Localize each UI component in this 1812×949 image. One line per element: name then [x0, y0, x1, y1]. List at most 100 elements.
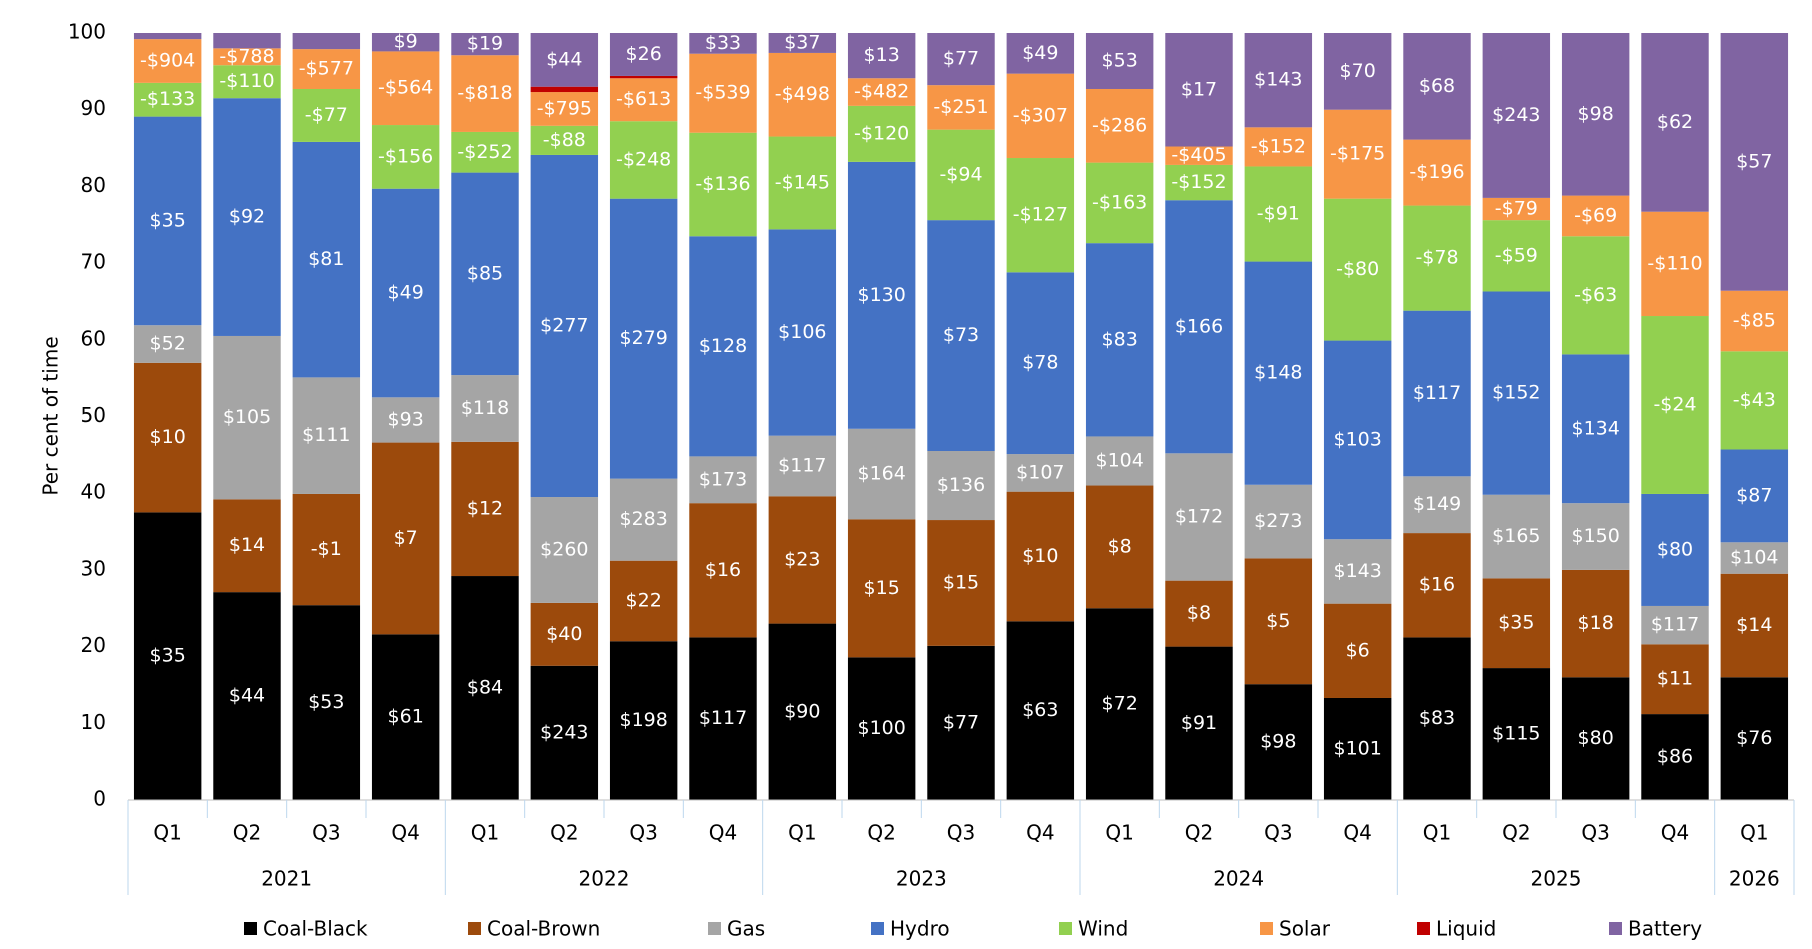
segment-label: $136	[937, 474, 985, 496]
bar-segment	[1244, 484, 1313, 559]
legend-label: Hydro	[890, 917, 950, 941]
segment-label: $152	[1492, 382, 1540, 404]
bar-segment	[371, 125, 440, 189]
bar-segment	[213, 499, 281, 593]
bar-segment	[689, 236, 757, 457]
segment-label: $83	[1102, 328, 1138, 350]
bar-segment	[1641, 316, 1709, 494]
bar-segment	[609, 478, 678, 561]
segment-label: -$43	[1733, 389, 1776, 411]
segment-label: -$175	[1330, 143, 1385, 165]
segment-label: $7	[394, 527, 418, 549]
bar-segment	[213, 335, 281, 500]
segment-label: $164	[857, 463, 905, 485]
bar-segment	[609, 121, 678, 199]
bar-segment	[1244, 684, 1313, 800]
bar-segment	[927, 520, 995, 646]
segment-label: $81	[308, 248, 344, 270]
segment-label: $117	[778, 454, 826, 476]
segment-label: $9	[394, 31, 418, 53]
bar-segment	[292, 33, 361, 50]
legend-swatch	[244, 922, 257, 935]
segment-label: $5	[1266, 610, 1290, 632]
bar-segment	[768, 496, 837, 624]
segment-label: $12	[467, 497, 503, 519]
segment-label: $143	[1254, 69, 1302, 91]
bar-segment	[371, 33, 440, 52]
bar-segment	[1641, 644, 1709, 715]
year-label: 2026	[1729, 867, 1780, 891]
bar-segment	[371, 397, 440, 443]
bar-segment	[927, 85, 995, 130]
legend-label: Solar	[1279, 917, 1331, 941]
segment-label: $18	[1578, 612, 1614, 634]
segment-label: -$136	[695, 173, 750, 195]
bar-segment	[133, 325, 202, 363]
segment-label: -$152	[1171, 171, 1226, 193]
segment-label: $13	[864, 44, 900, 66]
segment-label: $35	[150, 209, 186, 231]
segment-label: $37	[784, 31, 820, 53]
segment-label: $22	[626, 589, 662, 611]
segment-label: $62	[1657, 111, 1693, 133]
bar-segment	[1482, 220, 1551, 292]
segment-label: $15	[864, 577, 900, 599]
x-tick-label: Q2	[233, 821, 261, 845]
segment-label: $111	[302, 424, 350, 446]
segment-label: -$59	[1495, 244, 1538, 266]
legend-label: Gas	[727, 917, 765, 941]
bar-segment	[1482, 33, 1551, 198]
x-tick-label: Q4	[1026, 821, 1054, 845]
segment-label: -$564	[378, 77, 433, 99]
segment-label: -$85	[1733, 310, 1776, 332]
bar-segment	[609, 78, 678, 122]
bar-segment	[689, 33, 757, 54]
bar-segment	[1641, 211, 1709, 317]
segment-label: $35	[150, 645, 186, 667]
segment-label: $173	[699, 468, 747, 490]
bar-segment	[689, 53, 757, 133]
bar-segment	[451, 55, 519, 132]
bar-segment	[1561, 195, 1630, 237]
segment-label: $49	[1022, 42, 1058, 64]
bar-segment	[451, 441, 519, 577]
segment-label: $117	[699, 707, 747, 729]
segment-label: $84	[467, 677, 503, 699]
bar-segment	[609, 560, 678, 642]
bar-segment	[1561, 569, 1630, 678]
segment-label: $10	[1022, 545, 1058, 567]
segment-label: $283	[619, 508, 667, 530]
bar-segment	[1720, 290, 1789, 352]
bar-segment	[451, 33, 519, 56]
bar-segment	[1720, 351, 1789, 450]
bar-segment	[1323, 109, 1392, 199]
x-tick-label: Q1	[471, 821, 499, 845]
x-tick-label: Q3	[1264, 821, 1292, 845]
segment-label: -$127	[1013, 204, 1068, 226]
bar-segment	[847, 161, 916, 429]
segment-label: $106	[778, 321, 826, 343]
x-tick-label: Q4	[391, 821, 419, 845]
bar-segment	[1323, 539, 1392, 604]
segment-label: $90	[784, 700, 820, 722]
x-tick-label: Q1	[1423, 821, 1451, 845]
bar-segment	[530, 602, 599, 666]
bar-segment	[292, 141, 361, 378]
segment-label: -$69	[1574, 204, 1617, 226]
y-tick-label: 40	[81, 480, 106, 504]
bar-segment	[1641, 493, 1709, 606]
y-tick-label: 0	[93, 787, 106, 811]
segment-label: $101	[1333, 737, 1381, 759]
y-axis-title: Per cent of time	[39, 336, 63, 495]
y-tick-label: 50	[81, 403, 106, 427]
legend-swatch	[1609, 922, 1622, 935]
bar-segment	[609, 641, 678, 800]
bar-segment	[689, 503, 757, 638]
x-tick-label: Q3	[947, 821, 975, 845]
bar-segment	[451, 375, 519, 442]
bar-segment	[1403, 33, 1471, 140]
legend-label: Wind	[1078, 917, 1128, 941]
bar-segment	[451, 172, 519, 376]
segment-label: $44	[229, 685, 265, 707]
segment-label: $91	[1181, 712, 1217, 734]
